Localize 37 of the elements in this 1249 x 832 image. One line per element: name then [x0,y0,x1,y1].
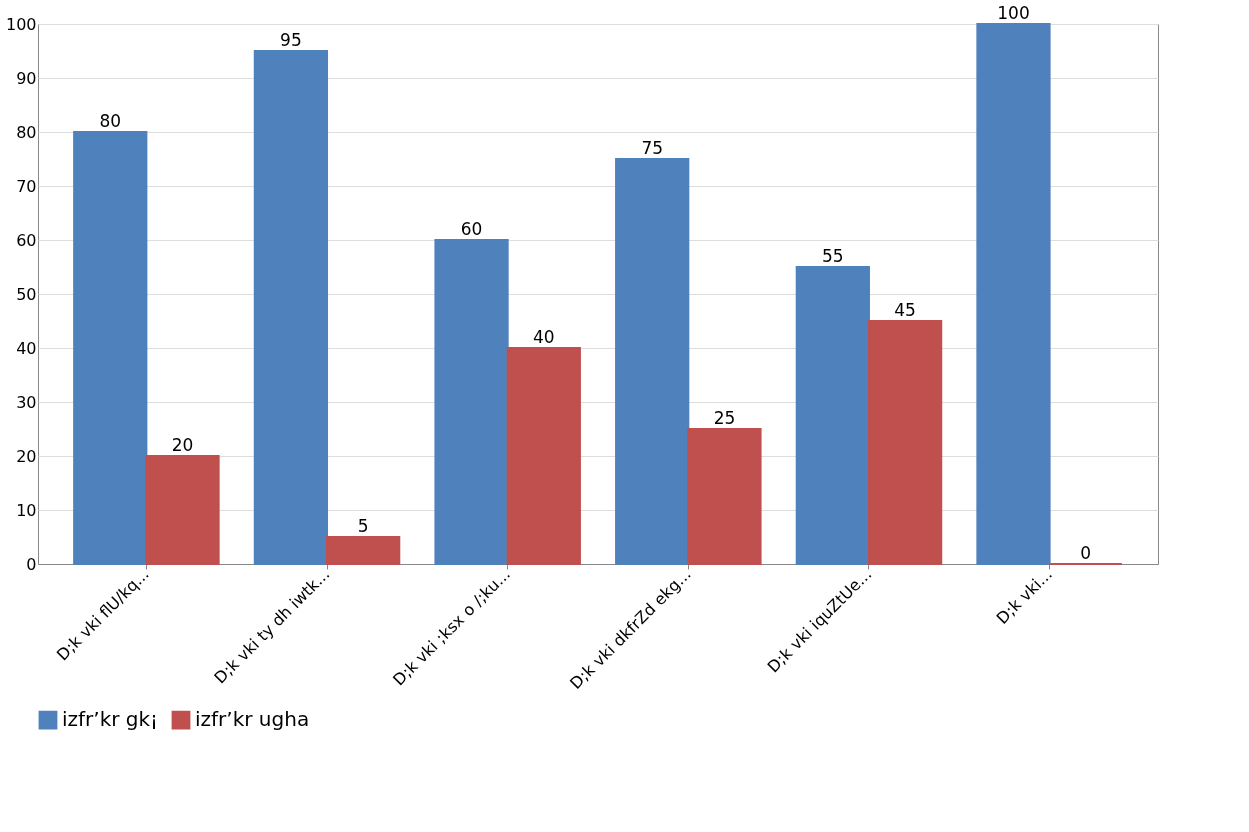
bar [253,50,329,565]
y-tick-label: 40 [16,338,37,358]
bar [506,347,581,565]
legend-label: izfr’kr ugha [195,707,310,732]
data-label: 0 [1080,543,1092,563]
data-label: 55 [822,246,844,266]
data-label: 95 [280,30,302,50]
y-tick-label: 70 [16,176,37,196]
data-label: 40 [532,327,555,347]
y-tick-label: 60 [16,230,37,250]
y-tick-label: 50 [16,284,37,304]
legend-label: izfr’kr gk¡ [62,707,159,732]
data-label: 100 [997,3,1030,23]
bar [73,131,148,565]
x-tick-label: D;k vki... [992,564,1056,628]
bar [976,23,1051,565]
bar [867,320,943,565]
bar [615,158,690,565]
bar [326,536,401,565]
y-tick-label: 10 [16,500,37,520]
bar [687,428,762,565]
data-label: 20 [171,435,194,455]
data-label: 45 [894,300,916,320]
y-tick-label: 100 [5,14,37,34]
y-tick-label: 90 [16,68,37,88]
y-tick-label: 20 [16,446,37,466]
bar [434,239,509,565]
bar [145,455,220,565]
data-label: 5 [357,516,369,536]
bar [795,266,870,565]
y-tick-label: 0 [26,554,37,574]
data-label: 25 [713,408,736,428]
data-label: 75 [641,138,664,158]
y-tick-label: 30 [16,392,37,412]
y-tick-label: 80 [16,122,37,142]
data-label: 80 [99,111,122,131]
data-label: 60 [460,219,483,239]
